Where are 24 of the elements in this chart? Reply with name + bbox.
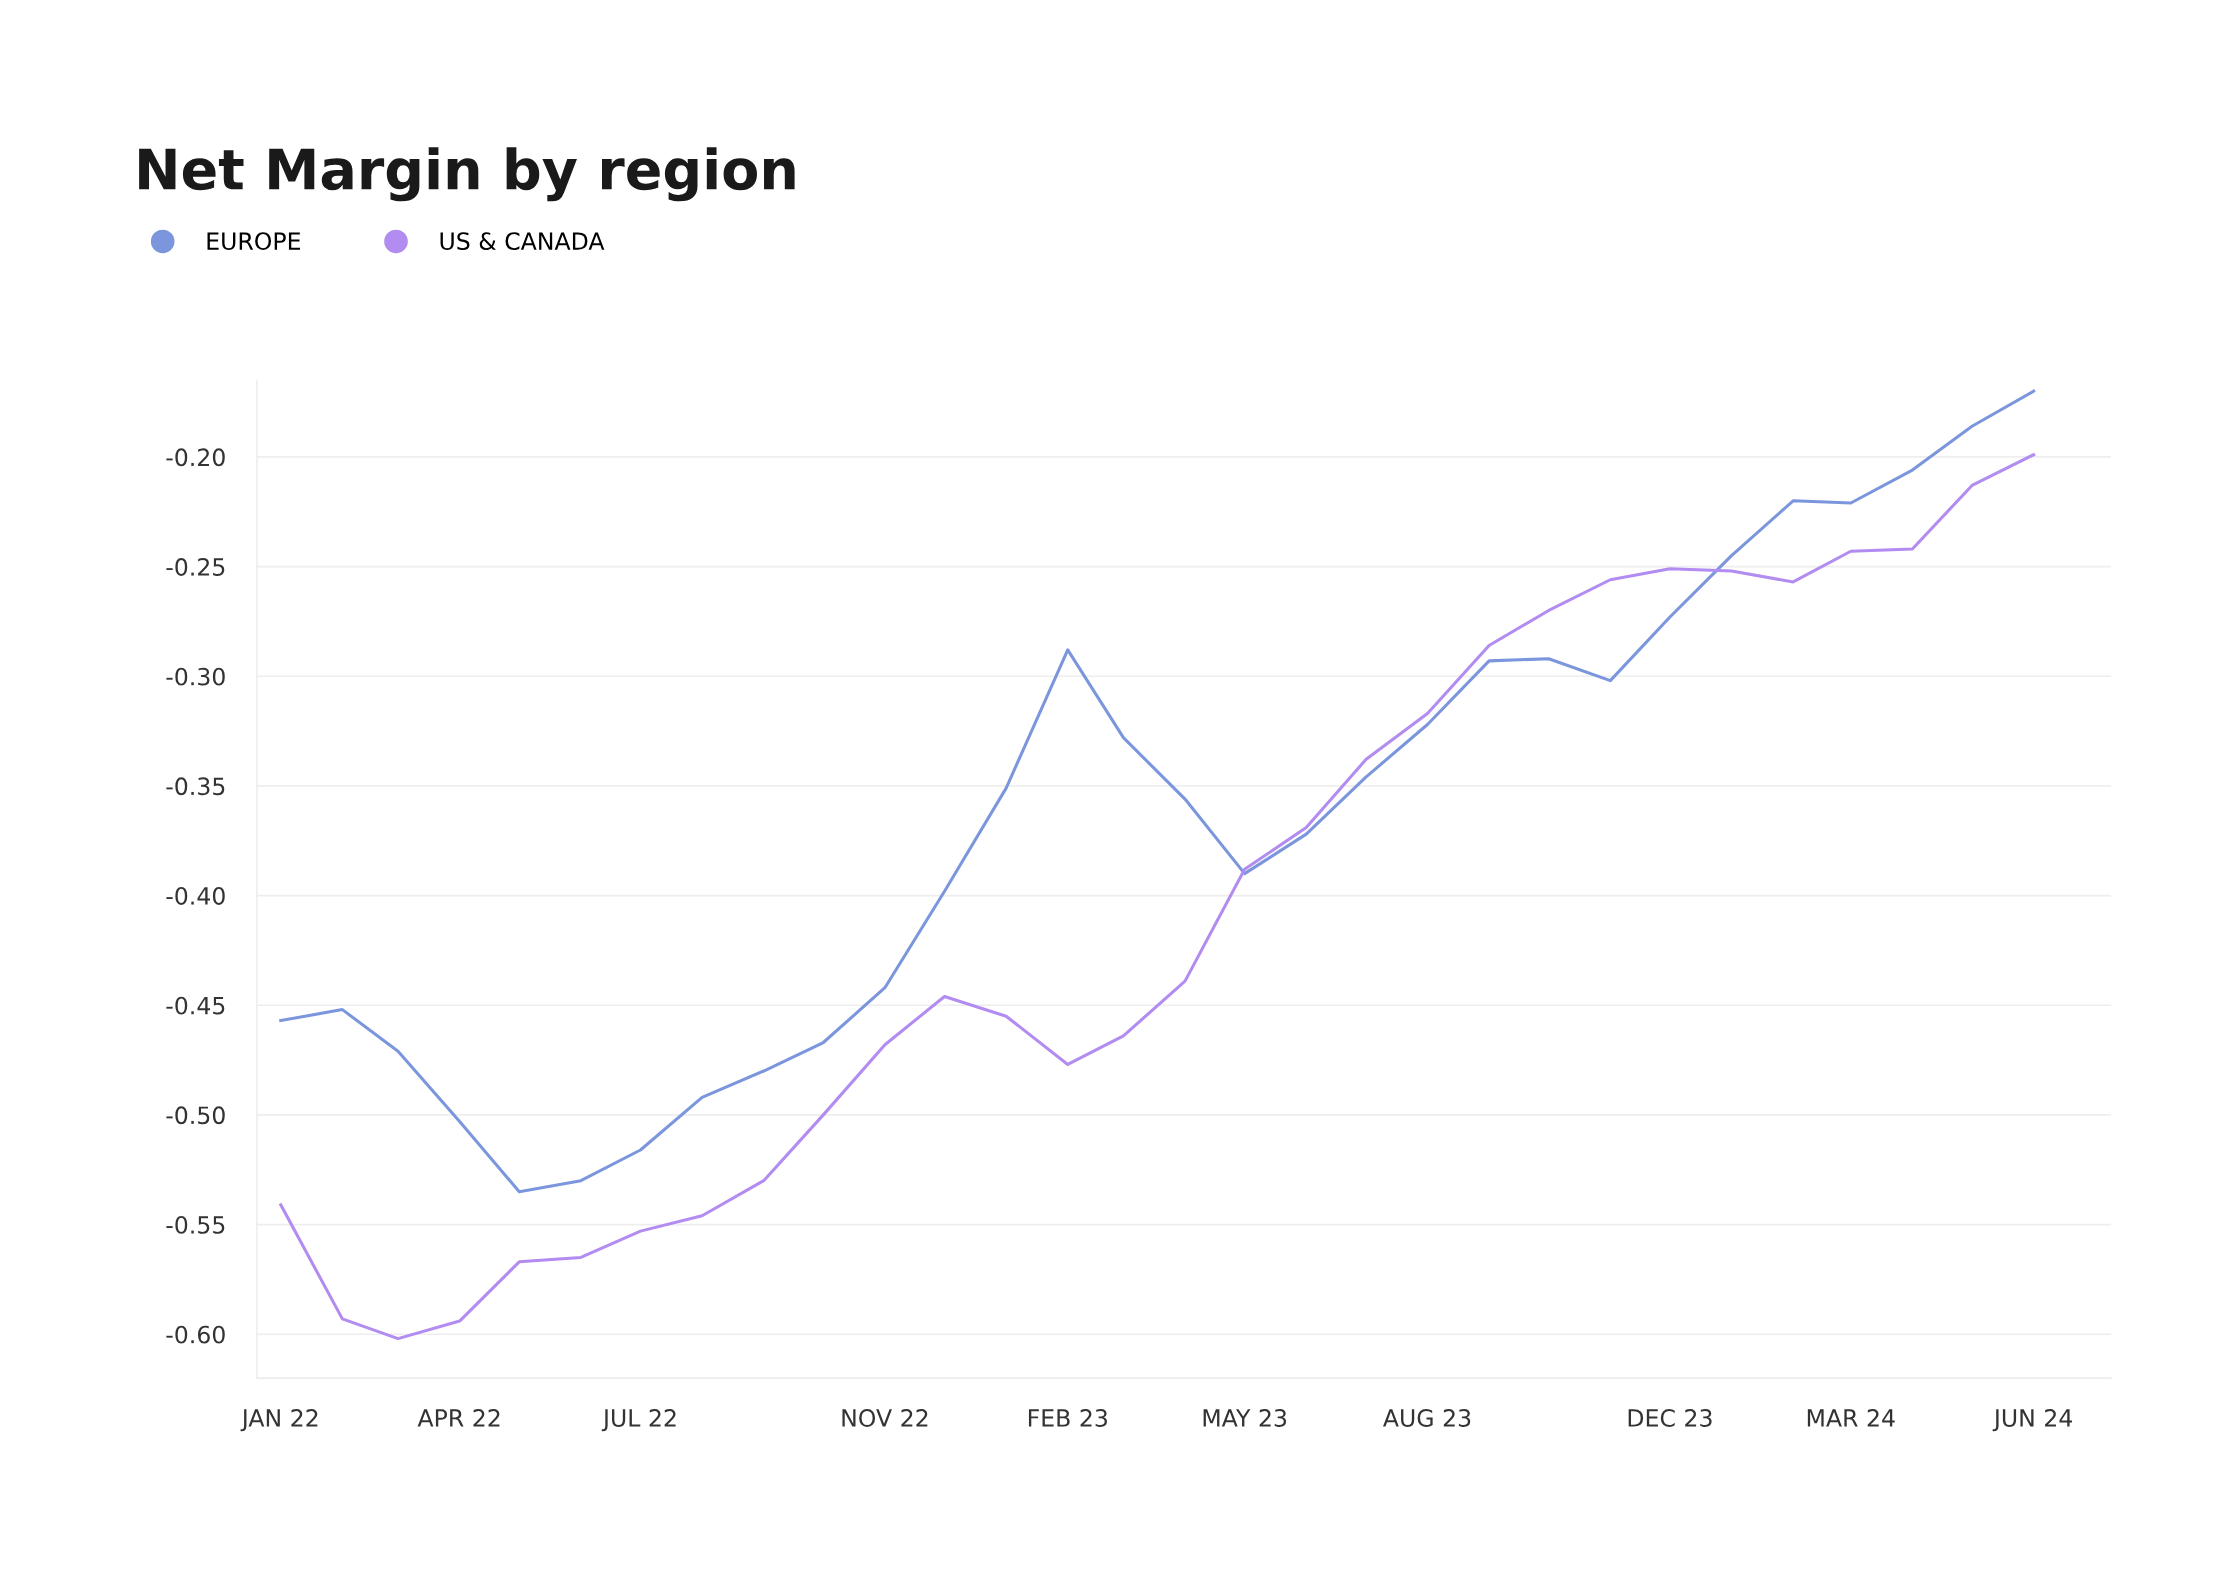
y-tick-label: -0.50	[166, 1106, 225, 1125]
y-tick-label: -0.30	[166, 667, 225, 686]
y-tick-label: -0.55	[166, 1216, 225, 1234]
x-tick-label: AUG 23	[1383, 1409, 1471, 1427]
y-tick-label: -0.25	[166, 558, 225, 576]
x-tick-label: JAN 22	[240, 1409, 318, 1432]
line-series	[279, 453, 2036, 1341]
y-tick-label: -0.20	[166, 448, 225, 467]
y-tick-label: -0.60	[166, 1325, 225, 1344]
x-tick-label: DEC 23	[1628, 1409, 1712, 1427]
legend-label: EUROPE	[207, 232, 301, 251]
y-tick-label: -0.35	[166, 777, 225, 796]
x-tick-label: NOV 22	[842, 1409, 928, 1427]
x-tick-label: JUN 24	[1992, 1409, 2073, 1432]
line-series	[279, 389, 2036, 1194]
y-tick-label: -0.40	[166, 887, 225, 905]
y-tick-label: -0.45	[166, 996, 225, 1015]
x-tick-label: MAY 23	[1203, 1409, 1287, 1427]
legend-label: US & CANADA	[440, 232, 605, 251]
x-tick-label: APR 22	[417, 1409, 500, 1427]
x-tick-label: FEB 23	[1028, 1409, 1107, 1427]
x-tick-label: JUL 22	[601, 1409, 676, 1432]
x-tick-label: MAR 24	[1807, 1409, 1895, 1427]
chart-title: Net Margin by region	[139, 147, 795, 202]
